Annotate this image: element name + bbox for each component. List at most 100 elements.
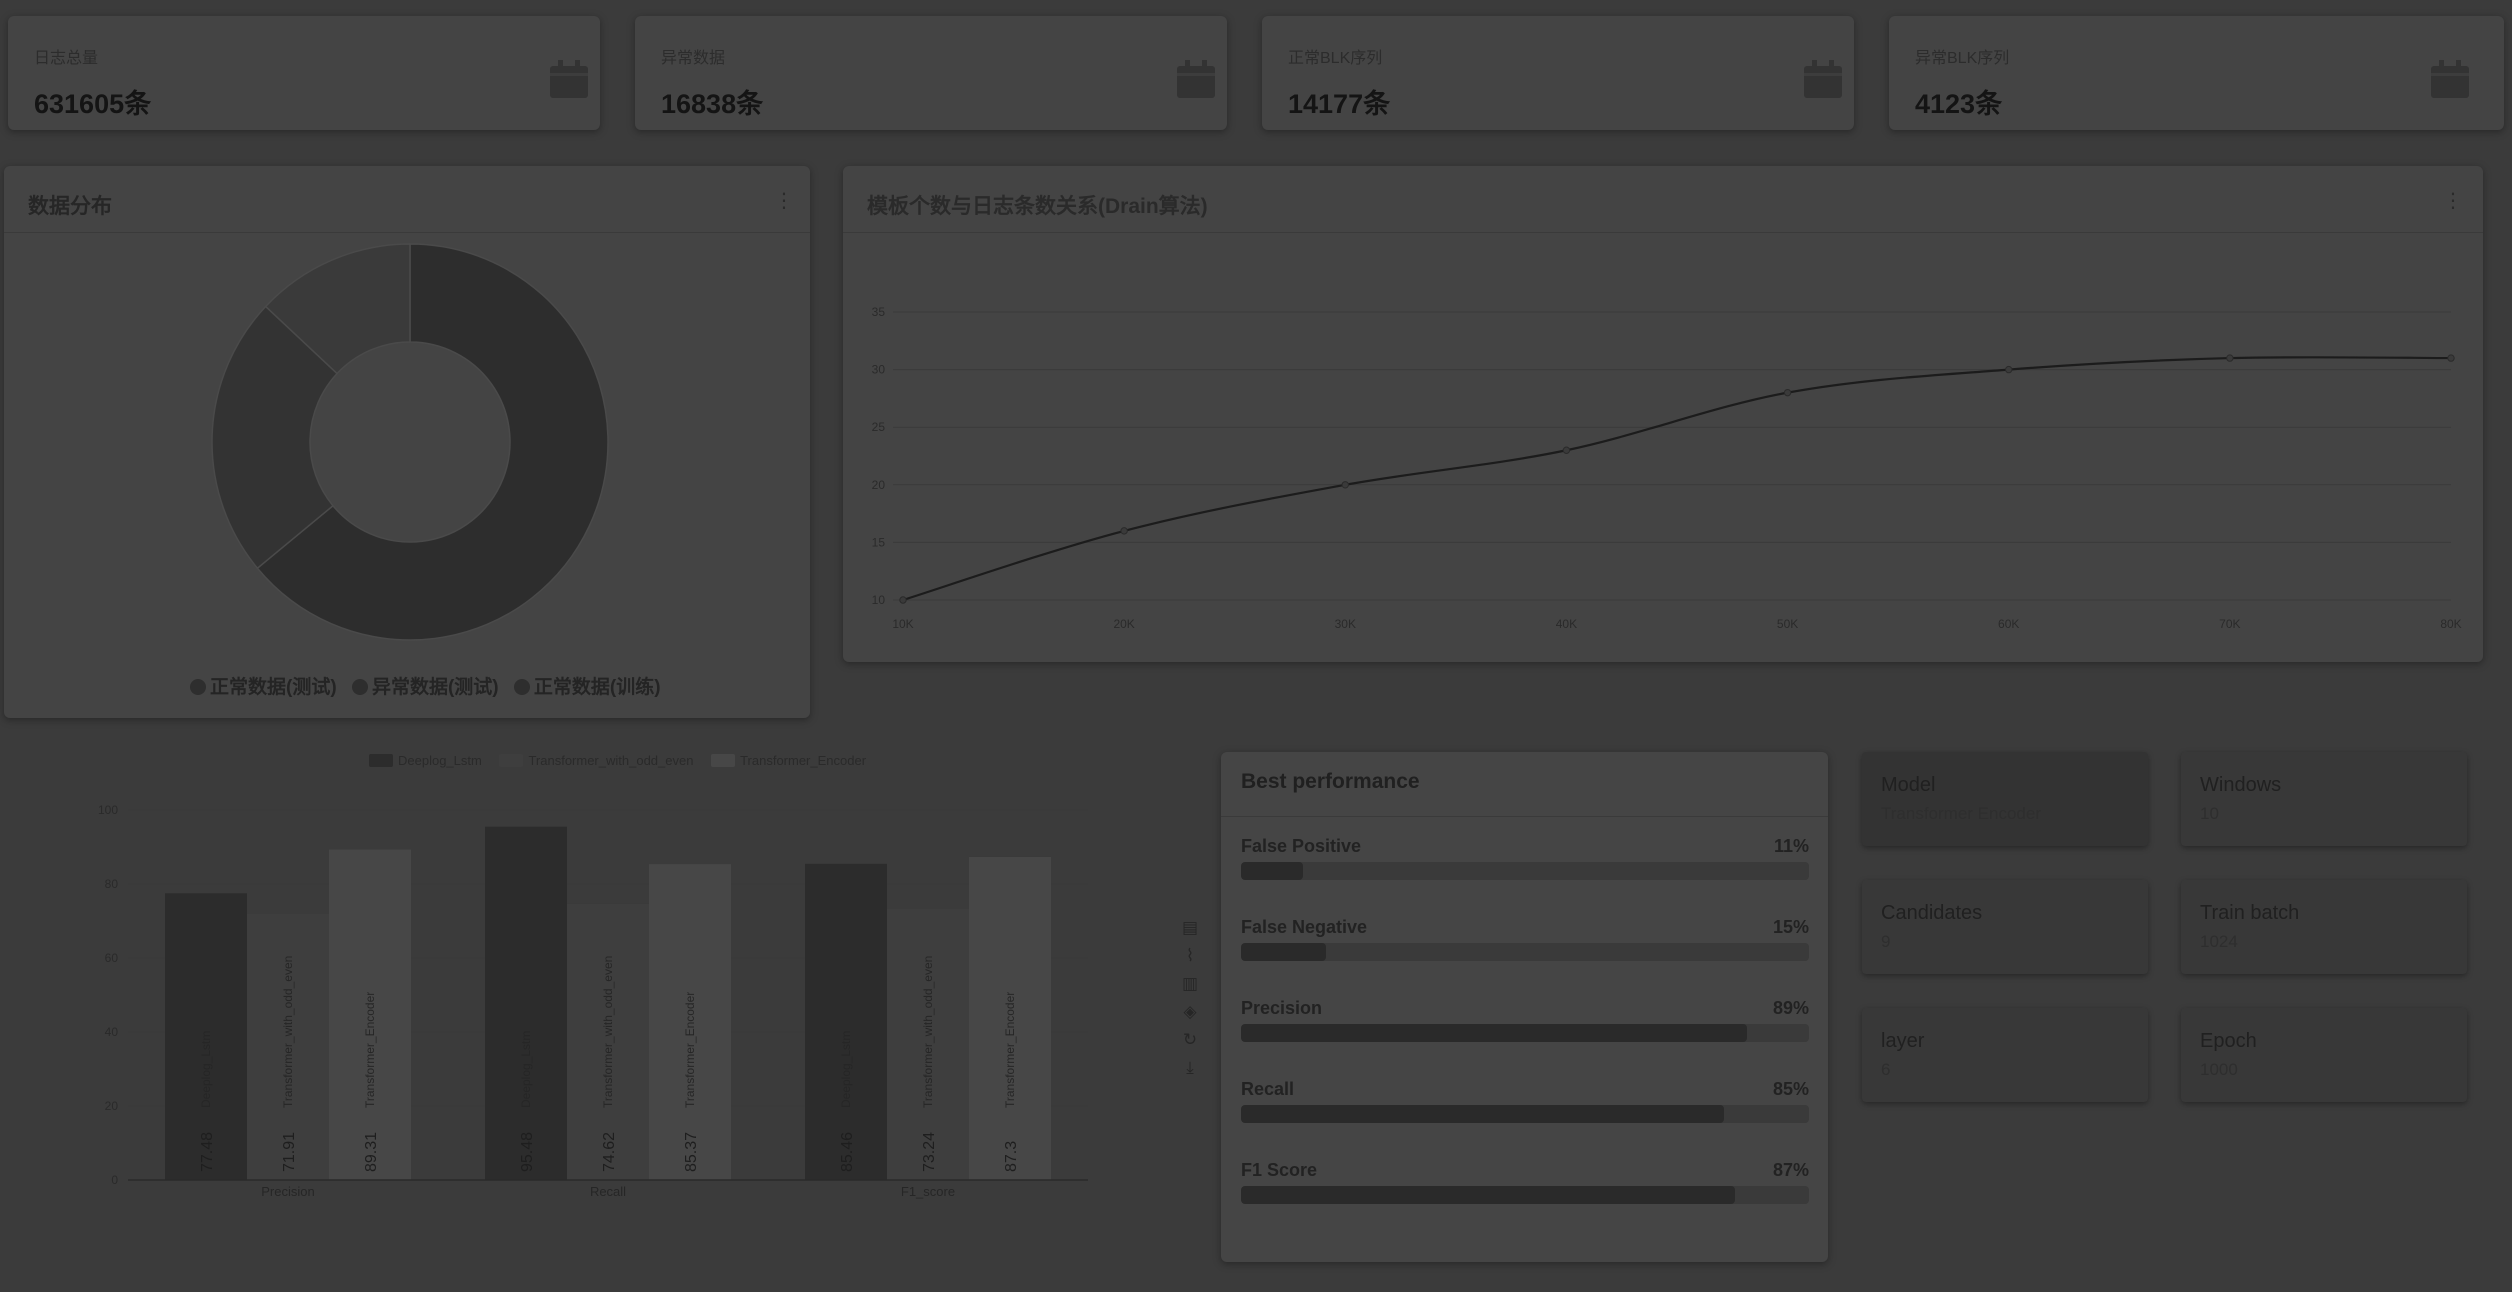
calendar-icon [1177,60,1215,98]
bar-series-label: Transformer_Encoder [683,992,697,1108]
bar [969,856,1051,1180]
legend-swatch [499,754,524,767]
progress-fill [1241,1024,1747,1042]
data-point [2226,354,2234,362]
more-options-icon[interactable]: ⋮ [2443,190,2463,212]
more-options-icon[interactable]: ⋮ [774,190,794,212]
param-value: 10 [2200,804,2219,823]
legend-item[interactable]: Deeplog_Lstm [355,753,482,768]
param-title: Train batch [2200,902,2300,924]
y-tick-label: 80 [105,877,119,891]
y-tick-label: 10 [872,593,886,607]
series-line [902,356,2452,602]
stat-value: 4123条 [1915,89,2003,119]
bar [329,849,411,1180]
y-tick-label: 25 [872,420,886,434]
data-point [1341,481,1349,489]
legend-item[interactable]: Transformer_with_odd_even [485,753,693,768]
param-title: Candidates [1881,902,1983,924]
donut-chart [211,243,609,641]
download-icon[interactable]: ⤓ [1186,1058,1194,1077]
param-train-batch[interactable]: Train batch 1024 [2181,880,2467,974]
legend-dot [351,679,368,695]
calendar-icon [550,60,588,98]
stat-card-anomaly-data: 异常数据 16838条 [635,16,1227,130]
bar-value-label: 73.24 [921,1132,938,1172]
legend-label: Transformer_with_odd_even [528,753,694,768]
y-tick-label: 15 [872,535,886,549]
line-chart-icon[interactable]: ⌇ [1185,946,1195,965]
restore-icon[interactable]: ↻ [1182,1030,1198,1049]
progress-track [1241,862,1809,880]
param-epoch[interactable]: Epoch 1000 [2181,1008,2467,1102]
bar-value-label: 85.37 [683,1132,700,1172]
y-tick-label: 0 [111,1173,118,1187]
bar [485,826,567,1180]
stack-icon[interactable]: ◈ [1183,1002,1197,1021]
y-tick-label: 40 [105,1025,119,1039]
data-point [1783,388,1792,397]
metric-row: False Positive 11% [1241,836,1809,880]
legend-dot [190,679,206,695]
bar-value-label: 74.62 [601,1132,618,1172]
param-candidates[interactable]: Candidates 9 [1862,880,2148,974]
x-tick-label: 30K [1335,617,1356,631]
bar-value-label: 95.48 [519,1132,536,1172]
data-point [1120,527,1128,535]
bar-legend: Deeplog_Lstm Transformer_with_odd_even T… [355,753,866,768]
y-tick-label: 20 [872,478,886,492]
param-windows[interactable]: Windows 10 [2181,752,2467,846]
donut-slice [264,243,411,375]
bar [887,909,969,1180]
progress-fill [1241,1105,1724,1123]
bar [805,863,887,1180]
y-tick-label: 60 [105,951,119,965]
stat-label: 异常BLK序列 [1915,50,2010,67]
param-model[interactable]: Model Transformer Encoder [1862,752,2148,846]
metric-name: F1 Score [1241,1160,1318,1180]
bar [165,893,247,1180]
y-tick-label: 20 [105,1099,119,1113]
stat-card-normal-blk: 正常BLK序列 14177条 [1262,16,1854,130]
donut-slice [256,243,609,641]
bar-value-label: 77.48 [199,1132,216,1172]
legend-item[interactable]: 正常数据(测试) [190,677,337,698]
data-point [899,596,907,604]
progress-fill [1241,862,1304,880]
bar-series-label: Transformer_with_odd_even [921,956,935,1108]
bar-series-label: Transformer_with_odd_even [601,956,615,1108]
calendar-icon [1804,60,1842,98]
stat-value: 16838条 [661,89,764,119]
stat-label: 异常数据 [661,50,726,67]
bar [567,903,649,1180]
data-point [2447,354,2455,362]
data-view-icon[interactable]: ▤ [1181,918,1199,937]
progress-track [1241,943,1809,961]
bar [247,913,329,1180]
legend-label: Transformer_Encoder [740,753,867,768]
legend-item[interactable]: 异常数据(测试) [351,677,499,698]
param-value: 9 [1881,932,1891,951]
metric-name: False Negative [1241,917,1368,937]
legend-item[interactable]: Transformer_Encoder [697,753,866,768]
legend-label: Deeplog_Lstm [398,753,482,768]
x-tick-label: 20K [1113,617,1134,631]
card-divider [1221,816,1828,817]
y-tick-label: 30 [872,363,886,377]
bar-chart-icon[interactable]: ▥ [1181,974,1199,993]
x-tick-label: 80K [2440,617,2461,631]
progress-fill [1241,943,1327,961]
legend-item[interactable]: 正常数据(训练) [513,677,661,698]
metric-row: F1 Score 87% [1241,1160,1809,1204]
legend-swatch [369,754,393,767]
legend-label: 正常数据(训练) [533,677,661,698]
line-chart: 10 15 20 25 30 35 10K 20K 30K 40K 50K 60K 70K 80K [872,305,2462,631]
param-title: layer [1881,1030,1925,1052]
best-performance-card: Best performance False Positive 11% False … [1221,752,1828,1262]
param-layer[interactable]: layer 6 [1862,1008,2148,1102]
chart-toolbox: ▤ ⌇ ▥ ◈ ↻ ⤓ [1179,918,1201,1086]
calendar-icon [2431,60,2469,98]
param-value: 6 [1881,1060,1891,1079]
card-title: 数据分布 [28,195,112,218]
metric-name: Recall [1241,1079,1295,1099]
